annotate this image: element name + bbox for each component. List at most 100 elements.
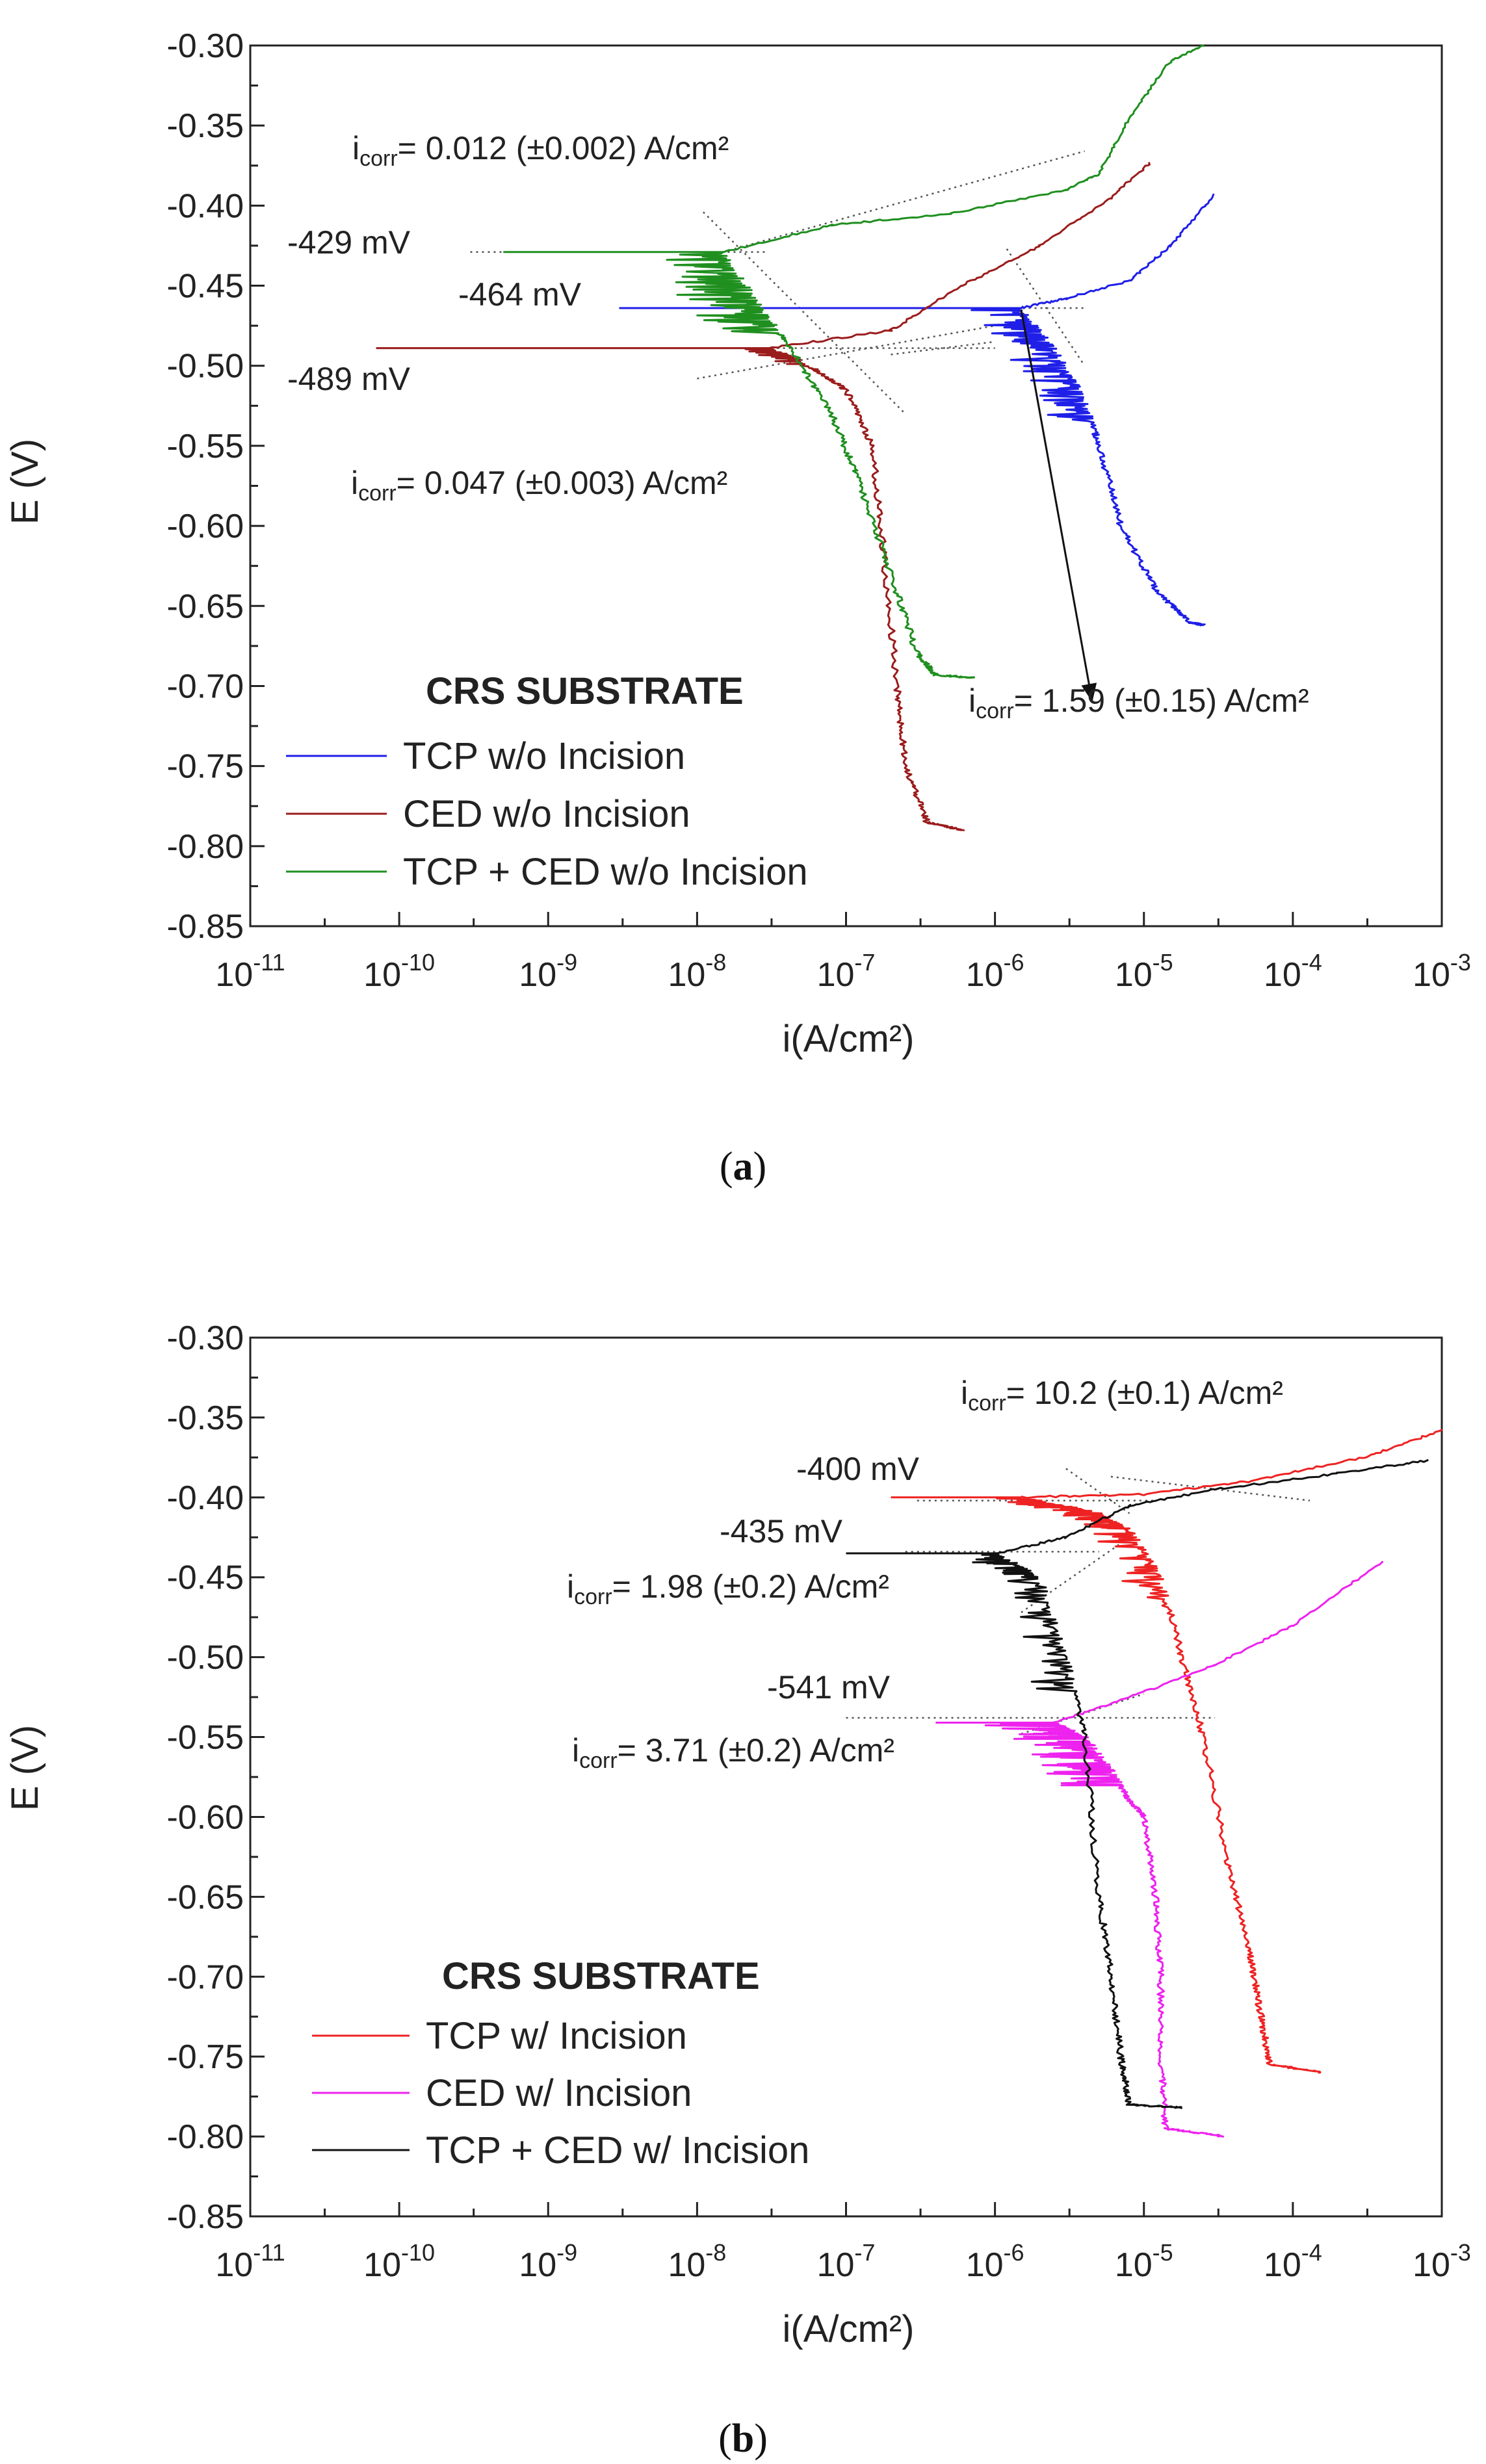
tafel-fit-line-b-4	[1021, 1537, 1130, 1613]
series-curve-a-1-cathodic	[376, 347, 965, 831]
y-tick-label-b-9: -0.75	[166, 2038, 244, 2076]
series-curve-b-1-cathodic	[935, 1721, 1225, 2138]
y-tick-label-b-7: -0.65	[166, 1878, 244, 1916]
series-curve-a-0-anodic	[1020, 193, 1215, 309]
annotation-icorr-b3: icorr= 3.71 (±0.2) A/cm²	[572, 1732, 894, 1773]
x-axis-a: 10-11 10-10 10-9 10-8 10-7 10-6 10-5 10-4 10-3	[215, 912, 1471, 994]
legend-label-a-tcp: TCP w/o Incision	[403, 735, 685, 777]
x-tick-label-b-0: 10-11	[215, 2239, 285, 2284]
y-tick-label-a-9: -0.75	[166, 748, 244, 786]
annotation-icorr-b1: icorr= 10.2 (±0.1) A/cm²	[961, 1375, 1283, 1416]
arrow-shaft-a	[1020, 309, 1093, 703]
series-curve-a-2-cathodic	[503, 251, 976, 679]
y-tick-label-a-4: -0.50	[166, 348, 244, 385]
annotation-icorr-a3: icorr= 1.59 (±0.15) A/cm²	[969, 682, 1309, 723]
caption-a: (a)	[720, 1145, 766, 1189]
annotation-icorr-a1: icorr= 0.012 (±0.002) A/cm²	[352, 130, 729, 171]
y-tick-label-a-2: -0.40	[166, 187, 244, 225]
y-tick-label-b-4: -0.50	[166, 1639, 244, 1677]
x-tick-label-a-4: 10-7	[817, 949, 876, 994]
panel-a: -0.30 -0.35 -0.40 -0.45 -0.50 -0.55 -0.60 -0.65…	[4, 27, 1471, 1189]
legend-label-b-tcpced: TCP + CED w/ Incision	[426, 2129, 809, 2172]
series-curve-b-0-anodic	[1021, 1429, 1443, 1499]
y-tick-label-b-1: -0.35	[166, 1399, 244, 1437]
x-tick-label-b-5: 10-6	[966, 2239, 1024, 2284]
panel-b: -0.30 -0.35 -0.40 -0.45 -0.50 -0.55 -0.60 -0.65…	[4, 1319, 1471, 2461]
x-tick-label-a-1: 10-10	[363, 949, 435, 994]
annotation-icorr-b2: icorr= 1.98 (±0.2) A/cm²	[567, 1568, 889, 1609]
y-tick-label-a-10: -0.80	[166, 828, 244, 866]
legend-label-b-tcp: TCP w/ Incision	[426, 2015, 687, 2057]
y-axis-b: -0.30 -0.35 -0.40 -0.45 -0.50 -0.55 -0.60 -0.65…	[166, 1319, 265, 2236]
y-tick-label-b-0: -0.30	[166, 1319, 244, 1357]
x-tick-label-b-8: 10-3	[1413, 2239, 1471, 2284]
y-tick-label-a-6: -0.60	[166, 508, 244, 545]
y-tick-label-a-8: -0.70	[166, 668, 244, 705]
y-axis-label-a: E (V)	[4, 439, 46, 525]
legend-label-b-ced: CED w/ Incision	[426, 2072, 692, 2114]
y-tick-label-b-10: -0.80	[166, 2118, 244, 2156]
x-tick-label-b-4: 10-7	[817, 2239, 876, 2284]
tafel-fit-line-b-2	[1065, 1468, 1130, 1514]
series-curve-a-2-anodic	[722, 44, 1205, 253]
arrow-head-a	[1081, 682, 1097, 703]
x-axis-label-b: i(A/cm²)	[783, 2308, 915, 2350]
series-curve-b-2-cathodic	[846, 1552, 1182, 2109]
tafel-fit-line-a-3	[697, 324, 995, 380]
y-tick-label-b-5: -0.55	[166, 1719, 244, 1757]
annotation-ecorr-b2: -435 mV	[720, 1513, 843, 1550]
legend-label-a-tcpced: TCP + CED w/o Incision	[403, 851, 808, 893]
y-tick-label-b-8: -0.70	[166, 1958, 244, 1996]
x-tick-label-a-0: 10-11	[215, 949, 285, 994]
annotation-icorr-a2: icorr= 0.047 (±0.003) A/cm²	[351, 465, 727, 506]
y-tick-label-a-7: -0.65	[166, 588, 244, 625]
y-tick-label-a-11: -0.85	[166, 908, 244, 946]
series-curve-a-1-anodic	[768, 162, 1151, 350]
annotation-ecorr-b3: -541 mV	[767, 1669, 891, 1705]
y-tick-label-b-6: -0.60	[166, 1798, 244, 1836]
annotation-ecorr-b1: -400 mV	[796, 1451, 920, 1487]
series-group-b	[846, 1429, 1443, 2138]
legend-title-a: CRS SUBSTRATE	[426, 670, 744, 712]
x-tick-label-b-7: 10-4	[1264, 2239, 1322, 2284]
annotation-ecorr-a3: -489 mV	[287, 361, 411, 397]
legend-b: CRS SUBSTRATE TCP w/ Incision CED w/ Inc…	[312, 1955, 809, 2172]
x-tick-label-b-2: 10-9	[519, 2239, 577, 2284]
tafel-fit-line-b-1	[1110, 1475, 1310, 1501]
annotation-ecorr-a2: -464 mV	[458, 276, 582, 313]
y-tick-label-a-5: -0.55	[166, 428, 244, 465]
x-axis-b: 10-11 10-10 10-9 10-8 10-7 10-6 10-5 10-4 10-3	[215, 2202, 1471, 2284]
y-tick-label-a-1: -0.35	[166, 107, 244, 145]
annotation-ecorr-a1: -429 mV	[287, 224, 411, 261]
x-tick-label-a-8: 10-3	[1413, 949, 1471, 994]
legend-title-b: CRS SUBSTRATE	[442, 1955, 760, 1997]
x-tick-label-b-6: 10-5	[1115, 2239, 1173, 2284]
series-curve-b-2-anodic	[994, 1459, 1429, 1555]
caption-b: (b)	[718, 2417, 768, 2461]
series-curve-b-0-cathodic	[891, 1496, 1322, 2074]
x-tick-label-a-2: 10-9	[519, 949, 577, 994]
tafel-fit-line-a-0	[723, 150, 1085, 253]
series-group-a	[376, 44, 1215, 831]
y-tick-label-b-3: -0.45	[166, 1559, 244, 1597]
series-curve-a-0-cathodic	[619, 307, 1206, 627]
x-tick-label-a-5: 10-6	[966, 949, 1024, 994]
y-tick-label-a-3: -0.45	[166, 268, 244, 305]
legend-a: CRS SUBSTRATE TCP w/o Incision CED w/o I…	[286, 670, 808, 893]
series-curve-b-1-anodic	[1053, 1561, 1384, 1724]
y-axis-label-b: E (V)	[4, 1725, 46, 1811]
arrow-a	[1020, 309, 1097, 703]
tafel-fit-line-a-7	[1006, 248, 1086, 367]
y-tick-label-b-2: -0.40	[166, 1479, 244, 1517]
y-tick-label-b-11: -0.85	[166, 2198, 244, 2236]
x-tick-label-b-1: 10-10	[363, 2239, 435, 2284]
x-tick-label-a-6: 10-5	[1115, 949, 1173, 994]
x-axis-label-a: i(A/cm²)	[783, 1018, 915, 1060]
x-tick-label-a-7: 10-4	[1264, 949, 1322, 994]
x-tick-label-a-3: 10-8	[668, 949, 726, 994]
y-axis-a: -0.30 -0.35 -0.40 -0.45 -0.50 -0.55 -0.60 -0.65…	[166, 27, 265, 946]
legend-label-a-ced: CED w/o Incision	[403, 793, 690, 835]
y-tick-label-a-0: -0.30	[166, 27, 244, 65]
x-tick-label-b-3: 10-8	[668, 2239, 726, 2284]
